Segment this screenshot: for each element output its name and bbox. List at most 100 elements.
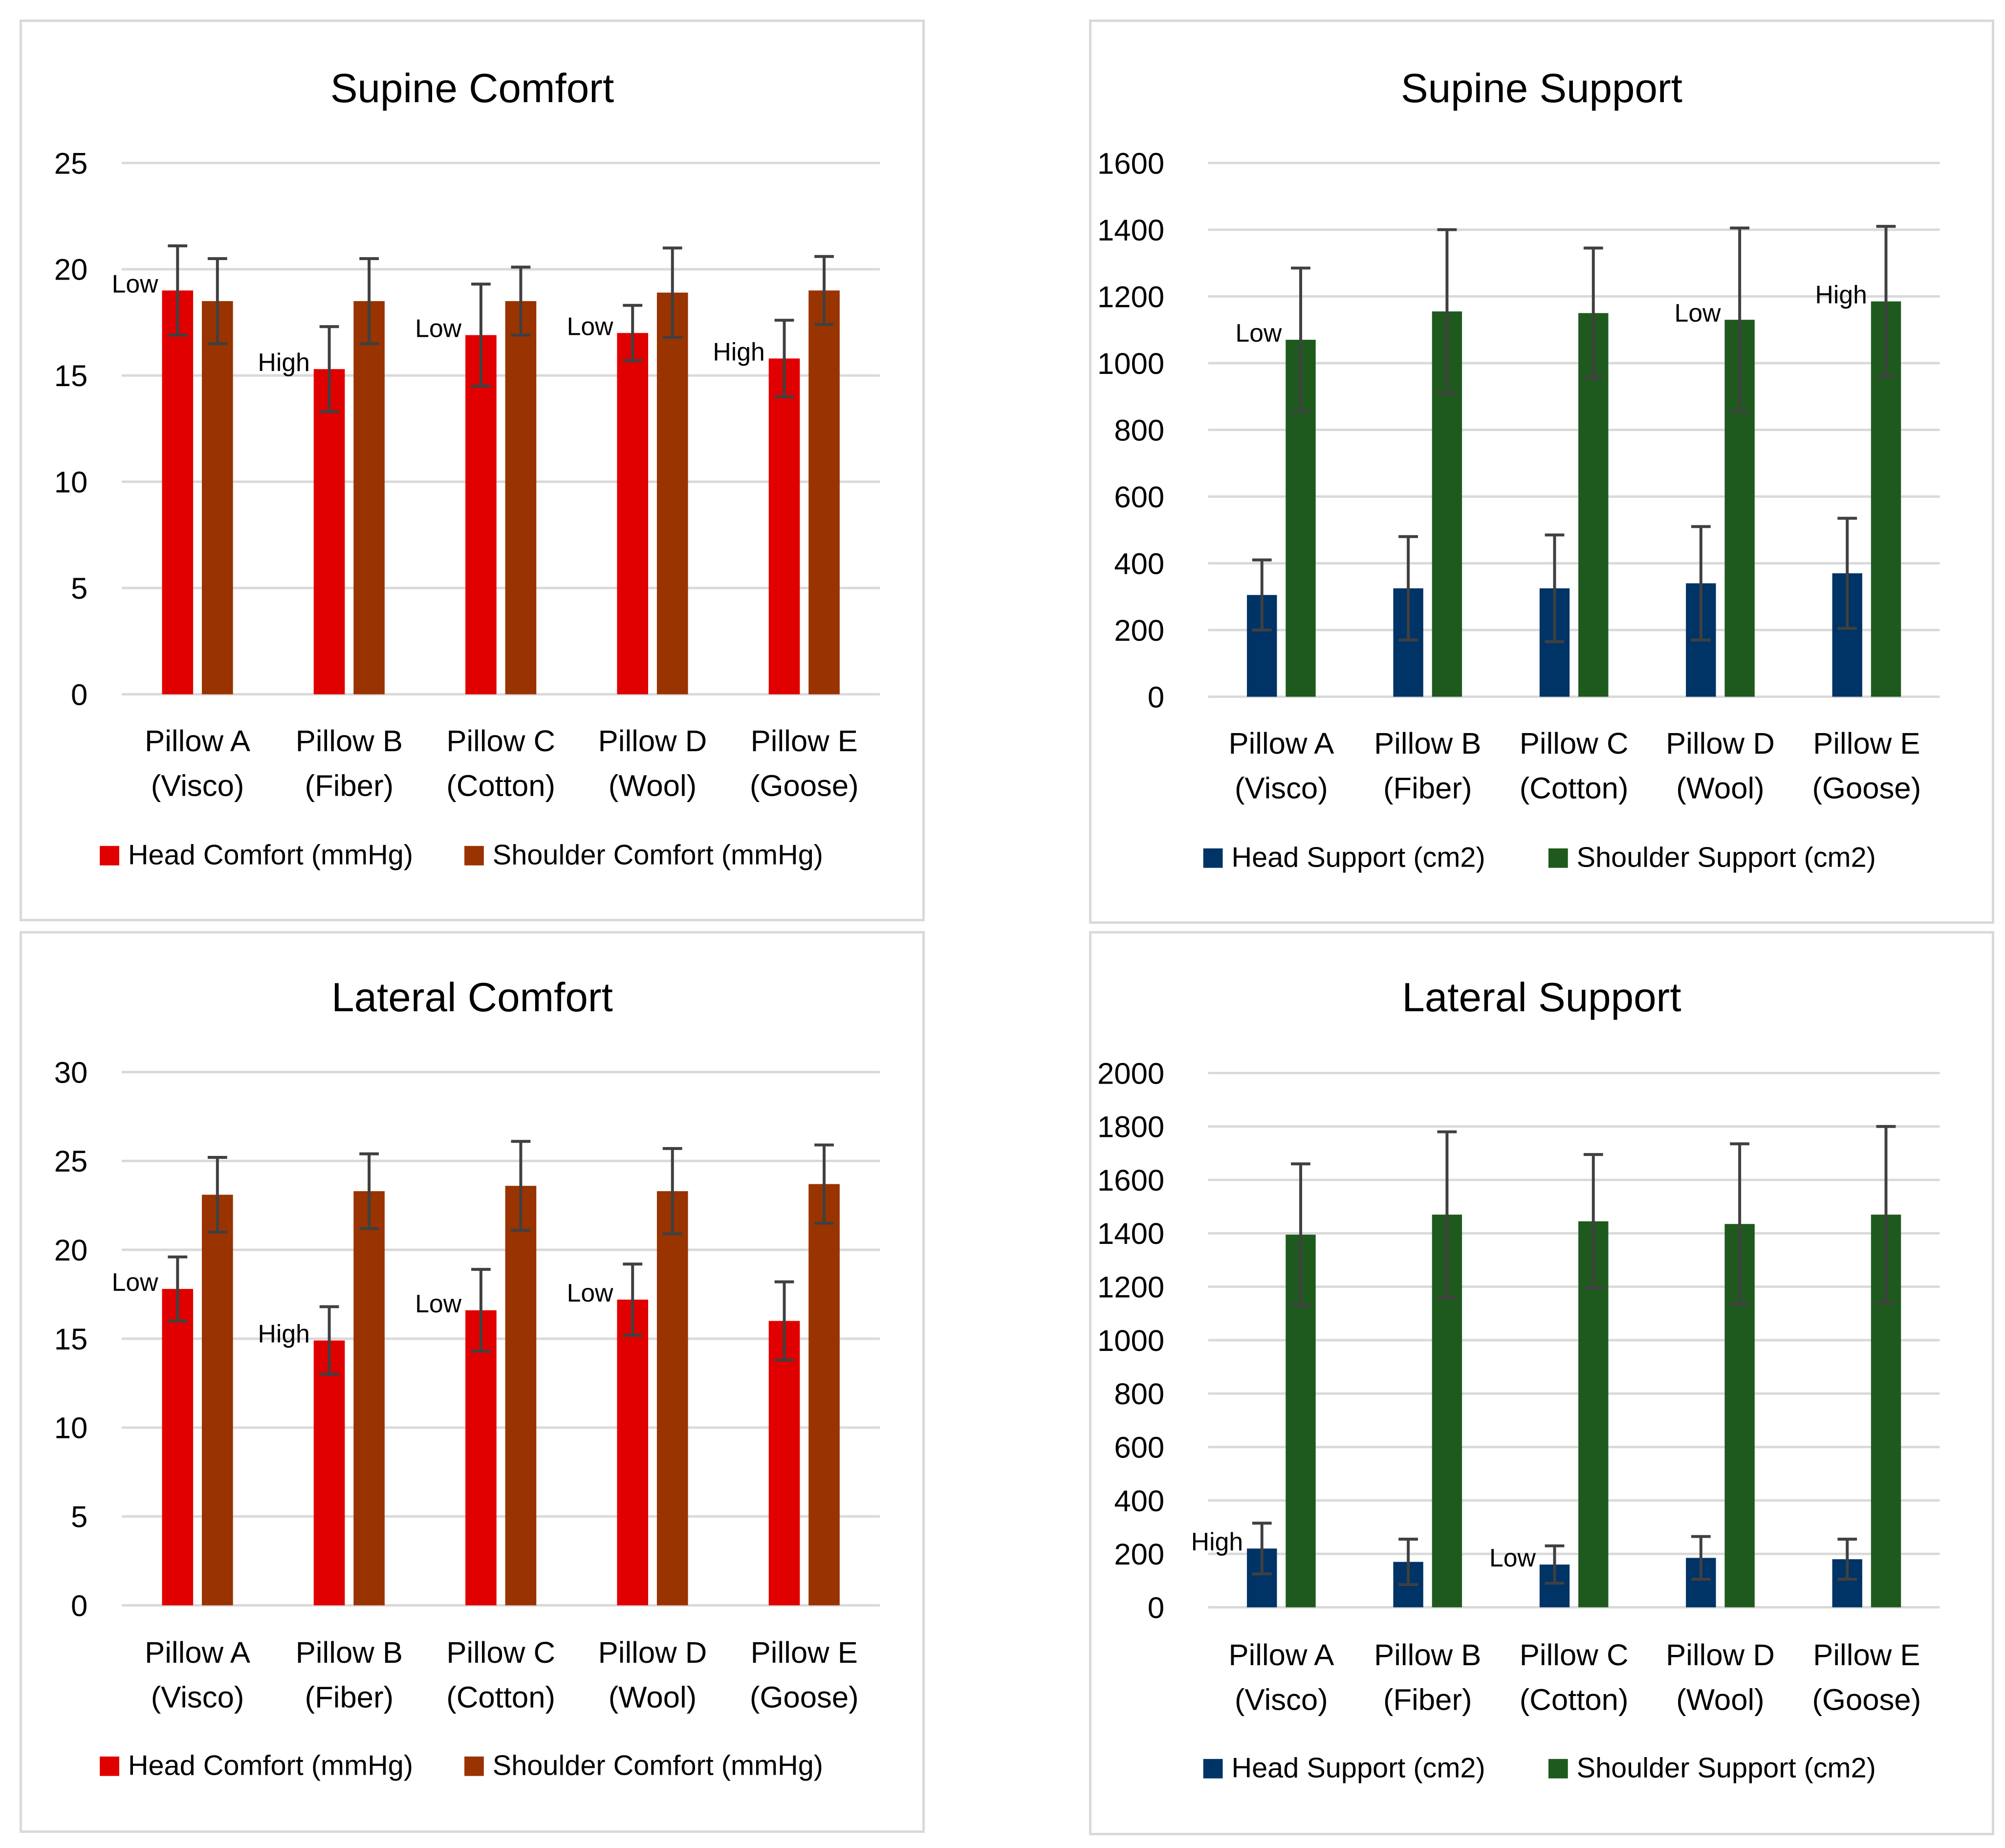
y-tick-label: 5 bbox=[71, 1500, 87, 1534]
y-tick-label: 1000 bbox=[1097, 1324, 1164, 1358]
y-tick-label: 30 bbox=[54, 1056, 88, 1089]
x-category-sublabel: (Wool) bbox=[1676, 771, 1764, 805]
chart-title: Lateral Support bbox=[1402, 974, 1681, 1020]
bar-head-comfort-mmhg-2 bbox=[313, 1340, 345, 1606]
annotation-label: Low bbox=[415, 1289, 462, 1318]
y-tick-label: 20 bbox=[54, 253, 88, 287]
bar-shoulder-comfort-mmhg-1 bbox=[202, 301, 233, 695]
y-tick-label: 1200 bbox=[1097, 1271, 1164, 1304]
bar-head-comfort-mmhg-3 bbox=[465, 335, 497, 695]
x-category-label: Pillow C bbox=[1520, 727, 1629, 761]
x-category-sublabel: (Visco) bbox=[1235, 1683, 1328, 1717]
bar-head-comfort-mmhg-3 bbox=[465, 1310, 497, 1606]
legend-label: Shoulder Support (cm2) bbox=[1577, 1753, 1876, 1784]
x-category-label: Pillow A bbox=[1228, 1638, 1334, 1672]
bar-head-comfort-mmhg-5 bbox=[768, 1321, 800, 1606]
legend-swatch-shoulder-comfort-mmhg bbox=[464, 1756, 484, 1776]
annotation-label: Low bbox=[1489, 1544, 1536, 1572]
annotation-label: Low bbox=[415, 314, 462, 343]
bar-head-comfort-mmhg-4 bbox=[617, 1299, 649, 1606]
x-category-sublabel: (Goose) bbox=[1812, 771, 1921, 805]
x-category-label: Pillow E bbox=[1813, 1638, 1920, 1672]
y-tick-label: 1800 bbox=[1097, 1110, 1164, 1144]
bar-head-comfort-mmhg-5 bbox=[768, 358, 800, 695]
y-tick-label: 1400 bbox=[1097, 214, 1164, 247]
legend-swatch-head-support-cm2 bbox=[1203, 848, 1223, 868]
x-category-label: Pillow E bbox=[1813, 727, 1920, 761]
y-tick-label: 0 bbox=[71, 678, 87, 712]
bar-shoulder-comfort-mmhg-4 bbox=[656, 292, 688, 695]
bar-head-comfort-mmhg-2 bbox=[313, 369, 345, 695]
y-tick-label: 1400 bbox=[1097, 1217, 1164, 1251]
y-tick-label: 400 bbox=[1114, 1484, 1164, 1518]
x-category-label: Pillow D bbox=[1666, 1638, 1775, 1672]
x-category-sublabel: (Cotton) bbox=[1520, 771, 1629, 805]
x-category-sublabel: (Goose) bbox=[750, 1680, 859, 1714]
bar-head-comfort-mmhg-4 bbox=[617, 333, 649, 695]
legend-label: Shoulder Support (cm2) bbox=[1577, 842, 1876, 873]
y-tick-label: 400 bbox=[1114, 547, 1164, 581]
chart-panel-supine-support: Supine Support 0 200 400 600 800 1000 1200 1400 1… bbox=[1089, 20, 1994, 924]
annotation-label: High bbox=[258, 1320, 310, 1348]
y-tick-label: 25 bbox=[54, 1145, 88, 1178]
x-category-label: Pillow D bbox=[598, 1636, 707, 1670]
annotation-label: Low bbox=[112, 269, 159, 298]
x-category-label: Pillow D bbox=[1666, 727, 1775, 761]
y-tick-label: 0 bbox=[71, 1589, 87, 1623]
bar-head-comfort-mmhg-1 bbox=[162, 1289, 194, 1606]
y-tick-label: 800 bbox=[1114, 1377, 1164, 1411]
x-category-label: Pillow E bbox=[751, 1636, 858, 1670]
y-tick-label: 15 bbox=[54, 1323, 88, 1356]
bar-shoulder-comfort-mmhg-3 bbox=[505, 1186, 537, 1606]
y-tick-label: 10 bbox=[54, 466, 88, 500]
x-category-sublabel: (Cotton) bbox=[446, 769, 555, 803]
x-category-label: Pillow B bbox=[296, 724, 403, 758]
x-category-sublabel: (Goose) bbox=[750, 769, 859, 803]
y-tick-label: 600 bbox=[1114, 480, 1164, 514]
chart-lateral-comfort: Lateral Comfort 0 5 10 15 20 25 30 Pillow A (Visc… bbox=[54, 974, 880, 1782]
bar-shoulder-comfort-mmhg-2 bbox=[353, 301, 385, 695]
chart-title: Supine Comfort bbox=[330, 65, 614, 111]
y-tick-label: 2000 bbox=[1097, 1057, 1164, 1090]
x-category-sublabel: (Cotton) bbox=[1520, 1683, 1629, 1717]
chart-panel-supine-comfort: Supine Comfort 0 5 10 15 20 25 Pillow A (Visco) P… bbox=[20, 20, 925, 921]
x-category-label: Pillow A bbox=[1228, 727, 1334, 761]
chart-supine-comfort: Supine Comfort 0 5 10 15 20 25 Pillow A (Visco) P… bbox=[54, 65, 880, 871]
legend-label: Head Comfort (mmHg) bbox=[128, 840, 413, 871]
x-category-sublabel: (Visco) bbox=[1235, 771, 1328, 805]
legend-label: Shoulder Comfort (mmHg) bbox=[493, 840, 823, 871]
y-tick-label: 0 bbox=[1148, 680, 1164, 714]
legend-swatch-shoulder-support-cm2 bbox=[1548, 1759, 1568, 1779]
chart-panel-lateral-support: Lateral Support 0 200 400 600 800 1000 1200 1400… bbox=[1089, 931, 1994, 1835]
y-tick-label: 800 bbox=[1114, 413, 1164, 447]
legend-swatch-shoulder-comfort-mmhg bbox=[464, 846, 484, 866]
y-tick-label: 200 bbox=[1114, 614, 1164, 648]
x-category-label: Pillow C bbox=[446, 1636, 555, 1670]
x-category-sublabel: (Fiber) bbox=[1383, 1683, 1472, 1717]
y-tick-label: 20 bbox=[54, 1234, 88, 1267]
bar-shoulder-comfort-mmhg-5 bbox=[808, 1184, 840, 1606]
legend-label: Head Support (cm2) bbox=[1231, 1753, 1485, 1784]
x-category-label: Pillow A bbox=[145, 724, 250, 758]
annotation-label: Low bbox=[567, 1279, 614, 1307]
y-tick-label: 200 bbox=[1114, 1538, 1164, 1571]
x-category-label: Pillow A bbox=[145, 1636, 250, 1670]
y-tick-label: 600 bbox=[1114, 1431, 1164, 1464]
chart-supine-support: Supine Support 0 200 400 600 800 1000 1200 1400 1… bbox=[1097, 65, 1940, 873]
bar-shoulder-comfort-mmhg-3 bbox=[505, 301, 537, 695]
bar-shoulder-comfort-mmhg-1 bbox=[202, 1195, 233, 1606]
x-category-sublabel: (Wool) bbox=[609, 1680, 697, 1714]
annotation-label: High bbox=[1815, 281, 1867, 309]
chart-lateral-support: Lateral Support 0 200 400 600 800 1000 1200 1400… bbox=[1097, 974, 1940, 1784]
y-tick-label: 15 bbox=[54, 359, 88, 393]
legend-label: Head Comfort (mmHg) bbox=[128, 1750, 413, 1782]
x-category-label: Pillow E bbox=[751, 724, 858, 758]
y-tick-label: 1000 bbox=[1097, 347, 1164, 381]
y-tick-label: 10 bbox=[54, 1412, 88, 1445]
y-tick-label: 5 bbox=[71, 572, 87, 606]
x-category-label: Pillow B bbox=[296, 1636, 403, 1670]
annotation-label: High bbox=[258, 348, 310, 376]
bar-head-comfort-mmhg-1 bbox=[162, 290, 194, 695]
annotation-label: High bbox=[1191, 1527, 1243, 1556]
y-tick-label: 25 bbox=[54, 147, 88, 180]
